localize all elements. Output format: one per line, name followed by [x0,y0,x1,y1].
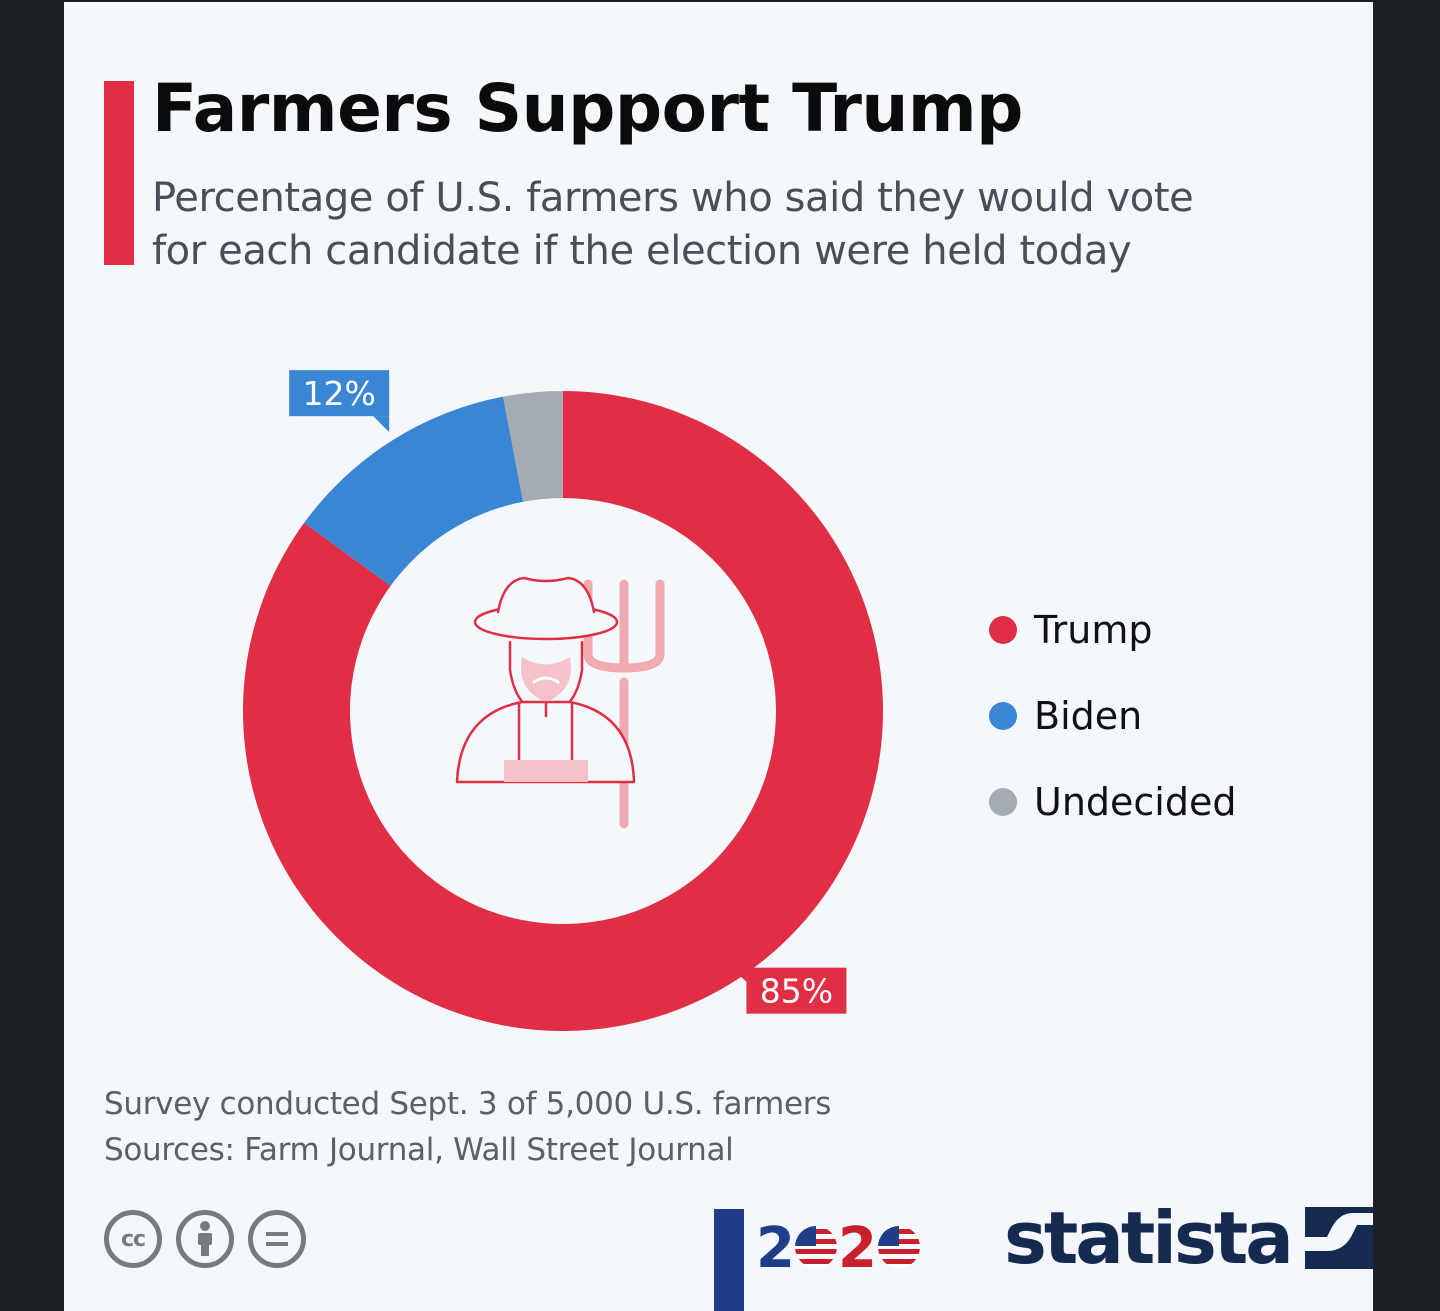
chart-legend: Trump Biden Undecided [989,587,1236,845]
infographic-card: Farmers Support Trump Percentage of U.S.… [64,2,1373,1311]
data-label-text: 12% [302,374,375,413]
legend-label-undecided: Undecided [1034,780,1237,824]
logo-2020-glyphs: 2 2 [756,1216,920,1281]
legend-label-trump: Trump [1034,608,1153,652]
person-glyph [198,1221,212,1256]
title-accent-bar [104,81,134,265]
legend-label-biden: Biden [1034,694,1143,738]
legend-swatch-undecided [989,788,1017,816]
no-derivatives-icon[interactable] [248,1210,306,1268]
legend-item-trump: Trump [989,587,1236,673]
election-2020-logo: 2 2 [714,1209,944,1311]
data-label-biden: 12% [289,370,390,433]
legend-item-biden: Biden [989,673,1236,759]
subtitle-line-2: for each candidate if the election were … [152,228,1132,274]
slice-biden [304,396,524,586]
data-label-tail [730,967,747,982]
equals-glyph [266,1232,288,1246]
slice-trump [242,391,883,1031]
donut-slices [242,391,883,1031]
data-label-box [746,967,847,1014]
flag-zero-2 [878,1226,920,1268]
data-label-box [289,370,390,417]
attribution-icon[interactable] [176,1210,234,1268]
sources-note: Sources: Farm Journal, Wall Street Journ… [104,1132,734,1168]
statista-mark-icon [1304,1207,1373,1269]
chart-subtitle: Percentage of U.S. farmers who said they… [152,172,1272,278]
chart-footnote: Survey conducted Sept. 3 of 5,000 U.S. f… [104,1081,831,1173]
farmer-with-pitchfork-icon [455,576,665,829]
legend-swatch-biden [989,702,1017,730]
data-label-trump: 85% [730,967,847,1014]
chart-title: Farmers Support Trump [152,70,1023,147]
slice-undecided [503,391,563,502]
logo-2020-bar [714,1209,744,1311]
license-icons: cc [104,1210,306,1268]
data-labels: 85% 12% [289,370,847,1014]
survey-note: Survey conducted Sept. 3 of 5,000 U.S. f… [104,1086,832,1122]
donut-chart: 85% 12% [242,370,883,1031]
legend-item-undecided: Undecided [989,759,1236,845]
svg-text:2: 2 [756,1216,795,1281]
flag-zero-1 [795,1226,837,1268]
subtitle-line-1: Percentage of U.S. farmers who said they… [152,175,1194,221]
statista-wordmark: statista [1004,1196,1294,1280]
data-label-tail [373,416,390,433]
cc-icon[interactable]: cc [104,1210,162,1268]
svg-text:2: 2 [838,1216,877,1281]
legend-swatch-trump [989,616,1017,644]
statista-logo: statista [1004,1196,1373,1280]
data-label-text: 85% [760,972,833,1011]
